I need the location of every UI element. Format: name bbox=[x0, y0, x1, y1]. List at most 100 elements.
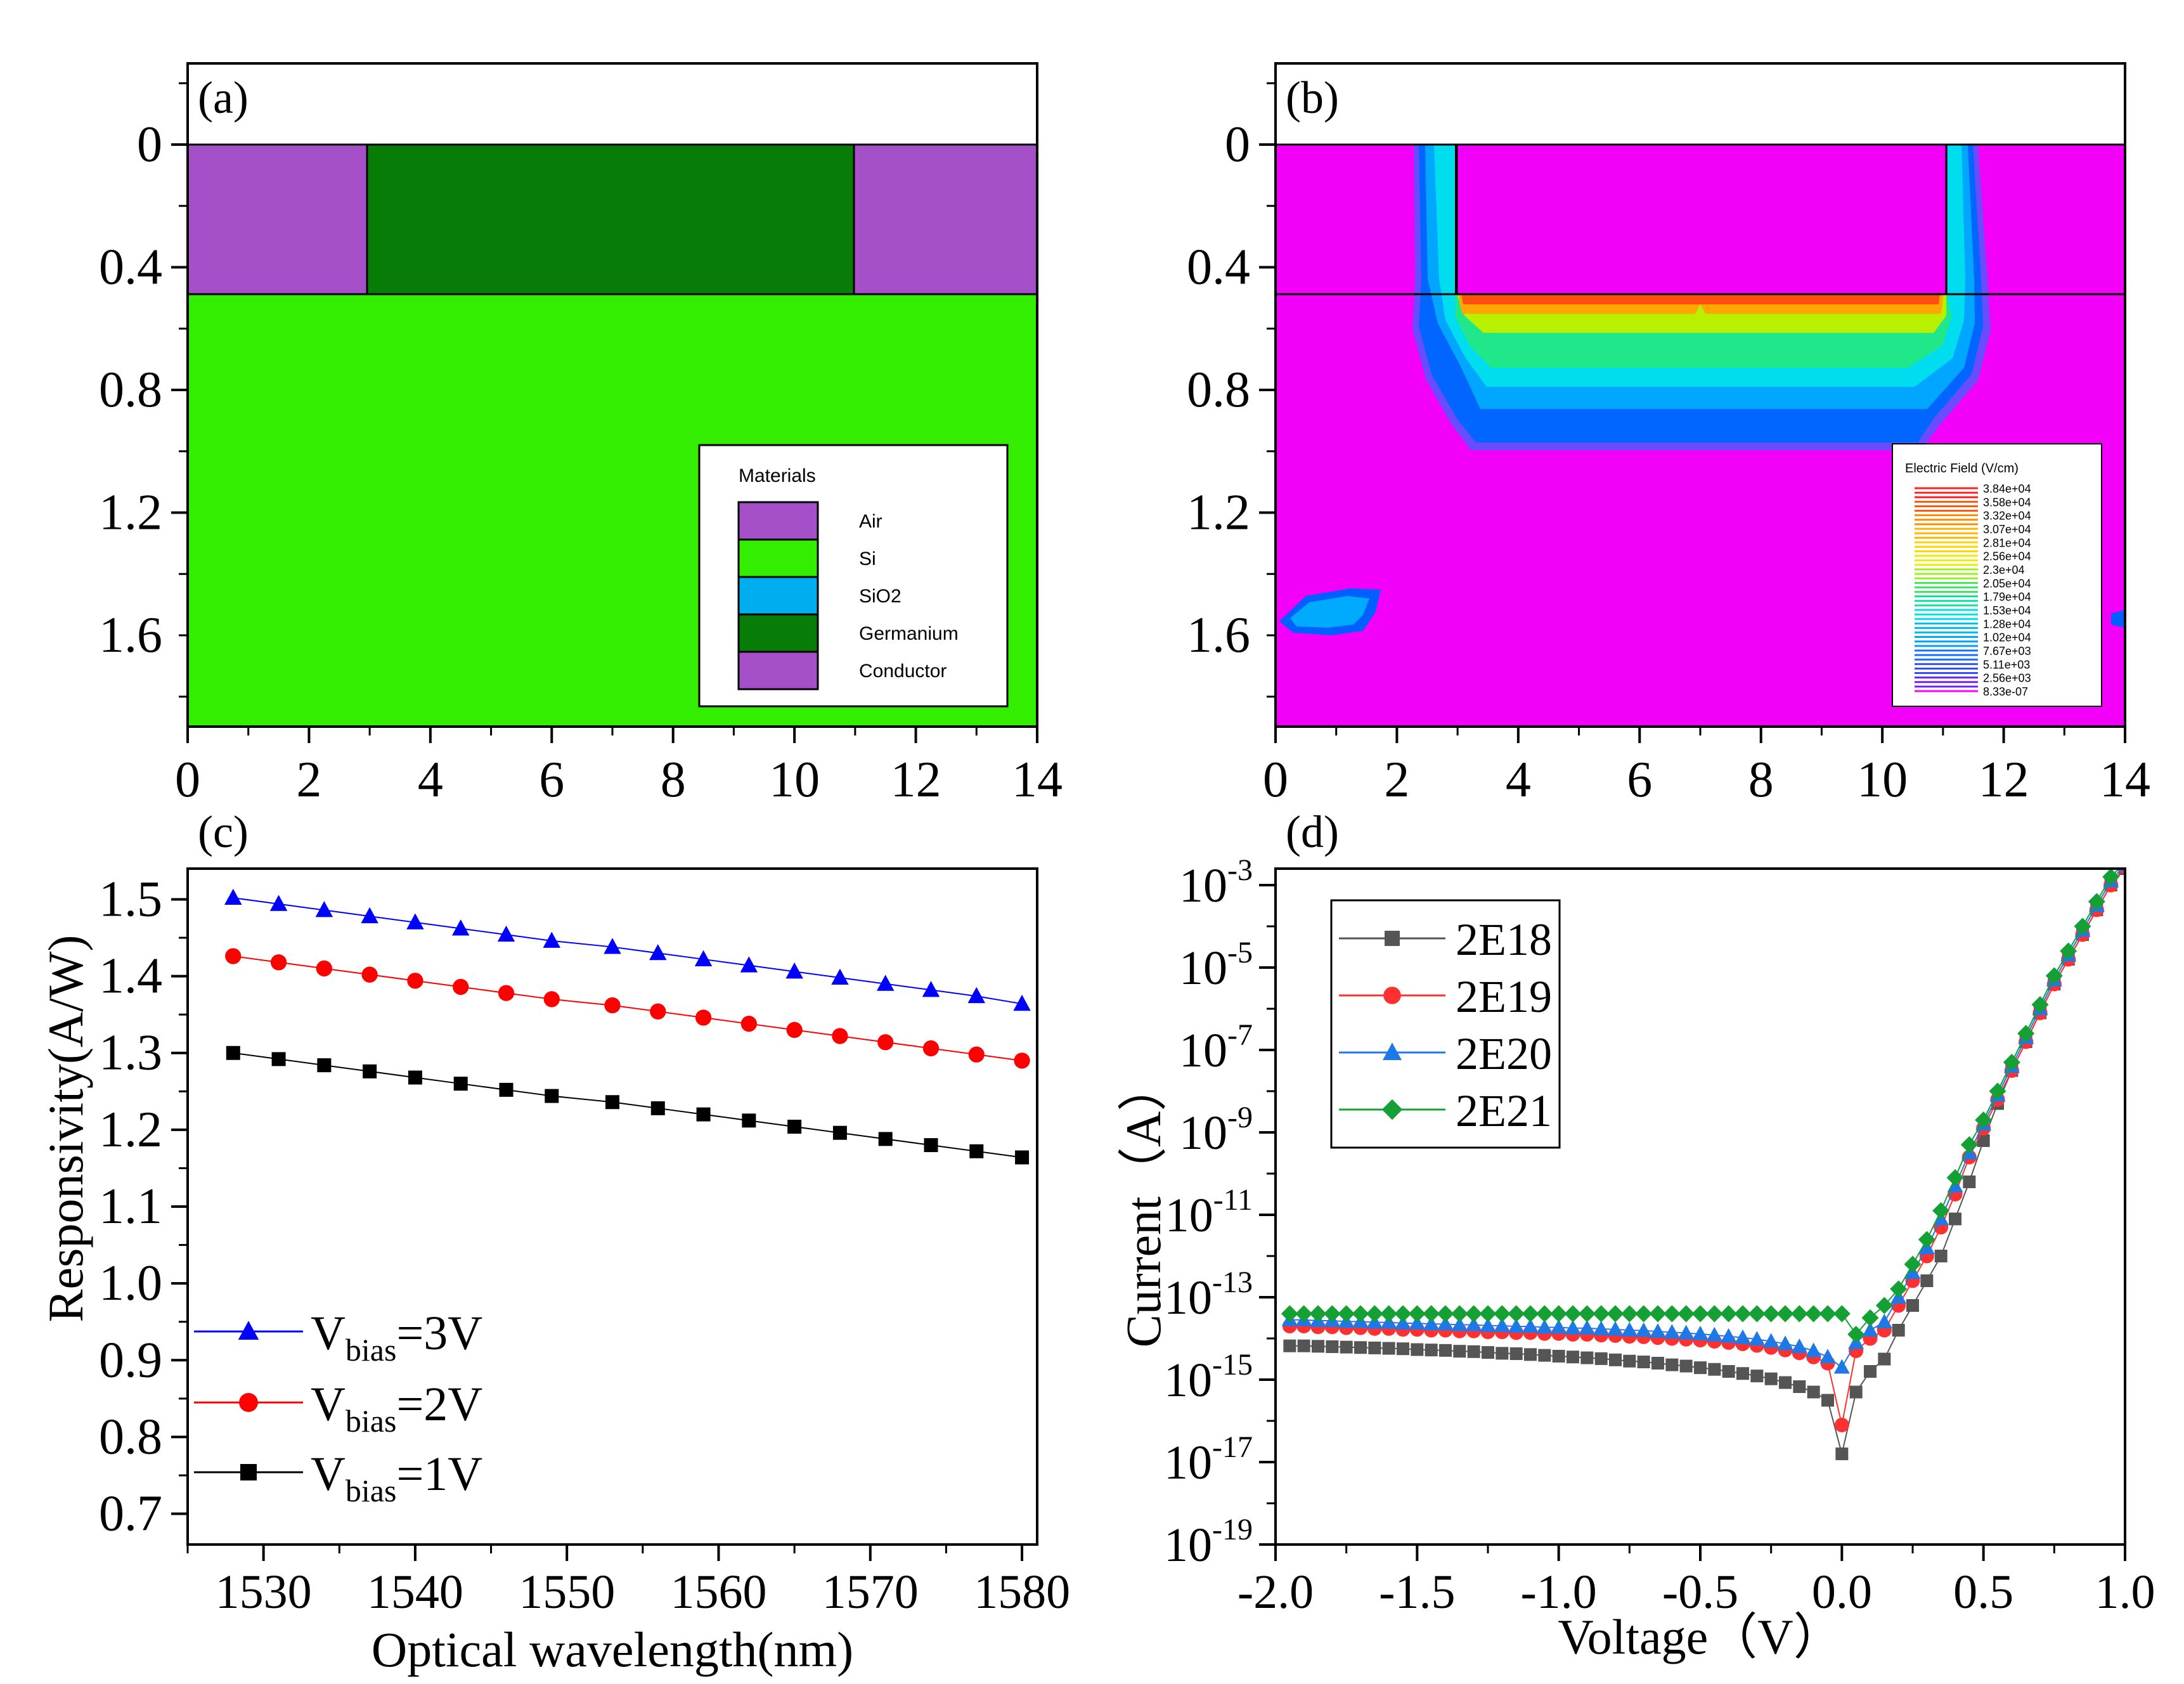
materials-legend-label: SiO2 bbox=[859, 586, 901, 607]
materials-legend: Materials Air Si SiO2 Germanium Conductor bbox=[698, 444, 1009, 708]
y-tick-label: 0.4 bbox=[1187, 240, 1250, 295]
y-tick-label: 0.8 bbox=[99, 362, 162, 418]
y-tick-label: 10-13 bbox=[1164, 1266, 1253, 1325]
legend-marker-square bbox=[240, 1464, 257, 1480]
data-point-triangle bbox=[1636, 1322, 1652, 1337]
y-tick-label: 1.1 bbox=[99, 1179, 162, 1234]
panel-b-label: (b) bbox=[1286, 72, 1339, 123]
data-point-triangle bbox=[1480, 1317, 1496, 1332]
data-point-triangle bbox=[1013, 994, 1031, 1011]
data-point-square bbox=[1764, 1372, 1778, 1385]
data-point-square bbox=[1878, 1352, 1891, 1366]
data-point-square bbox=[1637, 1356, 1650, 1369]
data-point-circle bbox=[1834, 1418, 1849, 1432]
panel-a-germanium bbox=[366, 143, 855, 295]
data-point-diamond bbox=[1437, 1305, 1454, 1323]
data-point-diamond bbox=[1479, 1305, 1497, 1323]
data-point-triangle bbox=[1565, 1319, 1581, 1335]
data-point-triangle bbox=[1607, 1321, 1624, 1336]
x-tick-label: -2.0 bbox=[1237, 1565, 1314, 1619]
panel-b: 0 2 4 6 8 10 12 14 0 0.4 0.8 1.2 1.6 (b) Electric Fi… bbox=[1187, 62, 2150, 808]
data-point-diamond bbox=[1918, 1231, 1935, 1248]
legend-marker-diamond bbox=[1381, 1099, 1403, 1120]
data-point-square bbox=[363, 1064, 377, 1078]
data-point-circle bbox=[968, 1046, 985, 1063]
legend-label: Vbias=3V bbox=[311, 1307, 482, 1368]
data-point-triangle bbox=[1678, 1325, 1695, 1340]
panel-d-y-axis-label: Current（A） bbox=[1116, 1062, 1171, 1348]
panel-d-x-axis-label: Voltage（V） bbox=[1558, 1609, 1842, 1664]
data-point-square bbox=[924, 1138, 938, 1153]
data-point-square bbox=[271, 1052, 286, 1066]
data-point-diamond bbox=[1720, 1305, 1738, 1323]
data-point-triangle bbox=[967, 987, 986, 1004]
x-tick-label: 6 bbox=[539, 752, 564, 808]
data-point-diamond bbox=[1295, 1305, 1313, 1323]
data-point-square bbox=[1368, 1341, 1381, 1354]
data-point-triangle bbox=[1466, 1316, 1482, 1331]
data-point-square bbox=[1312, 1340, 1324, 1353]
data-point-square bbox=[742, 1113, 756, 1128]
data-point-diamond bbox=[1635, 1305, 1653, 1323]
legend-label: Vbias=1V bbox=[311, 1448, 482, 1508]
legend-label: 2E20 bbox=[1456, 1028, 1552, 1079]
materials-legend-title: Materials bbox=[739, 465, 816, 486]
data-point-square bbox=[1340, 1340, 1353, 1354]
y-tick-label: 0.8 bbox=[99, 1409, 162, 1465]
data-point-diamond bbox=[1904, 1255, 1922, 1273]
data-point-square bbox=[1580, 1351, 1594, 1364]
panel-d-legend-box bbox=[1330, 899, 1561, 1149]
data-point-diamond bbox=[2045, 967, 2063, 985]
panel-c-y-axis-label: Responsivity(A/W) bbox=[38, 935, 93, 1323]
field-legend-level: 3.32e+04 bbox=[1983, 510, 2031, 522]
data-point-square bbox=[1594, 1352, 1608, 1365]
data-point-triangle bbox=[740, 956, 758, 973]
field-legend-level: 1.02e+04 bbox=[1983, 632, 2031, 644]
data-point-square bbox=[1382, 1342, 1395, 1355]
data-point-square bbox=[545, 1089, 559, 1103]
data-point-triangle bbox=[1735, 1329, 1751, 1344]
data-point-square bbox=[1722, 1365, 1735, 1378]
data-point-diamond bbox=[1960, 1136, 1978, 1153]
data-point-diamond bbox=[1805, 1305, 1823, 1323]
data-point-square bbox=[1425, 1344, 1438, 1357]
data-point-square bbox=[1651, 1357, 1664, 1370]
x-tick-label: -1.0 bbox=[1521, 1565, 1597, 1619]
panel-a-label: (a) bbox=[198, 72, 249, 123]
data-point-triangle bbox=[1833, 1359, 1850, 1374]
y-tick-label: 10-19 bbox=[1164, 1513, 1253, 1572]
data-point-triangle bbox=[1437, 1316, 1454, 1331]
legend-marker-square bbox=[1385, 931, 1400, 946]
data-point-square bbox=[1453, 1345, 1466, 1358]
data-point-diamond bbox=[1564, 1305, 1582, 1323]
x-tick-label: 2 bbox=[1384, 752, 1409, 808]
panel-d-label: (d) bbox=[1286, 806, 1339, 857]
data-point-diamond bbox=[1338, 1305, 1355, 1323]
data-point-square bbox=[1779, 1376, 1792, 1389]
x-tick-label: 1570 bbox=[822, 1565, 919, 1619]
panel-d: (d) -2.0 -1.5 -1.0 -0.5 0.0 0.5 1.0 10-3 10-5 10-… bbox=[1116, 806, 2155, 1664]
materials-legend-swatch bbox=[737, 613, 819, 653]
panel-c: (c) 1530 1540 1550 1560 1570 1580 0.7 0.8 0.9 1.0… bbox=[38, 806, 1070, 1677]
field-legend-level: 3.58e+04 bbox=[1983, 496, 2031, 508]
data-point-square bbox=[1326, 1340, 1339, 1353]
data-point-circle bbox=[543, 991, 560, 1007]
panel-c-legend: Vbias=3V Vbias=2V Vbias=1V bbox=[194, 1307, 482, 1508]
field-legend-level: 5.11e+03 bbox=[1983, 658, 2030, 671]
x-tick-label: 2 bbox=[296, 752, 321, 808]
data-point-square bbox=[1297, 1339, 1310, 1352]
x-tick-label: 14 bbox=[1012, 752, 1063, 808]
data-point-square bbox=[1864, 1365, 1877, 1378]
data-point-diamond bbox=[1932, 1202, 1950, 1219]
materials-legend-swatch bbox=[737, 576, 819, 616]
data-point-diamond bbox=[1451, 1305, 1468, 1323]
materials-legend-swatch bbox=[737, 651, 819, 690]
data-point-square bbox=[226, 1046, 240, 1060]
x-tick-label: 10 bbox=[1857, 752, 1908, 808]
data-point-diamond bbox=[2060, 942, 2077, 960]
data-point-square bbox=[969, 1144, 984, 1158]
data-point-diamond bbox=[1578, 1305, 1596, 1323]
data-point-square bbox=[787, 1120, 802, 1134]
data-point-square bbox=[1793, 1380, 1806, 1394]
data-point-square bbox=[1552, 1349, 1565, 1363]
